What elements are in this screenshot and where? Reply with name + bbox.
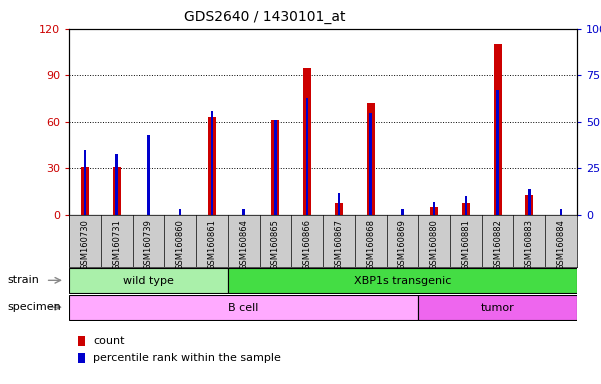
Text: specimen: specimen: [8, 302, 61, 312]
Text: tumor: tumor: [481, 303, 514, 313]
Bar: [370, 113, 372, 215]
Bar: [433, 202, 435, 215]
Bar: [401, 209, 404, 215]
Bar: [274, 120, 276, 215]
Text: GSM160861: GSM160861: [207, 219, 216, 270]
Text: GSM160883: GSM160883: [525, 219, 534, 270]
Bar: [211, 111, 213, 215]
Text: GSM160864: GSM160864: [239, 219, 248, 270]
Bar: [115, 154, 118, 215]
Text: percentile rank within the sample: percentile rank within the sample: [93, 353, 281, 363]
Bar: [338, 193, 340, 215]
Text: GSM160865: GSM160865: [271, 219, 280, 270]
Bar: [496, 90, 499, 215]
Bar: [306, 98, 308, 215]
Bar: [179, 209, 182, 215]
Bar: [335, 203, 343, 215]
Text: GSM160882: GSM160882: [493, 219, 502, 270]
Text: GSM160866: GSM160866: [303, 219, 312, 270]
Bar: [69, 295, 418, 320]
Text: GDS2640 / 1430101_at: GDS2640 / 1430101_at: [184, 10, 345, 23]
Bar: [462, 203, 470, 215]
Bar: [367, 103, 374, 215]
Text: GSM160880: GSM160880: [430, 219, 439, 270]
Text: strain: strain: [8, 275, 40, 285]
Text: GSM160881: GSM160881: [462, 219, 471, 270]
Text: GSM160739: GSM160739: [144, 219, 153, 270]
Bar: [272, 120, 279, 215]
Bar: [69, 268, 228, 293]
Text: wild type: wild type: [123, 276, 174, 286]
Text: GSM160884: GSM160884: [557, 219, 566, 270]
Bar: [303, 68, 311, 215]
Text: XBP1s transgenic: XBP1s transgenic: [354, 276, 451, 286]
Text: GSM160868: GSM160868: [366, 219, 375, 270]
Text: GSM160731: GSM160731: [112, 219, 121, 270]
Text: count: count: [93, 336, 124, 346]
Bar: [242, 209, 245, 215]
Text: GSM160867: GSM160867: [334, 219, 343, 270]
Text: GSM160869: GSM160869: [398, 219, 407, 270]
Bar: [208, 117, 216, 215]
Bar: [493, 44, 502, 215]
Bar: [113, 167, 121, 215]
Bar: [81, 167, 89, 215]
Text: B cell: B cell: [228, 303, 259, 313]
Bar: [528, 189, 531, 215]
Bar: [418, 295, 577, 320]
Bar: [465, 197, 467, 215]
Bar: [228, 268, 577, 293]
Text: GSM160860: GSM160860: [175, 219, 185, 270]
Bar: [430, 207, 438, 215]
Bar: [560, 209, 563, 215]
Text: GSM160730: GSM160730: [81, 219, 90, 270]
Bar: [525, 195, 533, 215]
Bar: [84, 150, 87, 215]
Bar: [147, 135, 150, 215]
